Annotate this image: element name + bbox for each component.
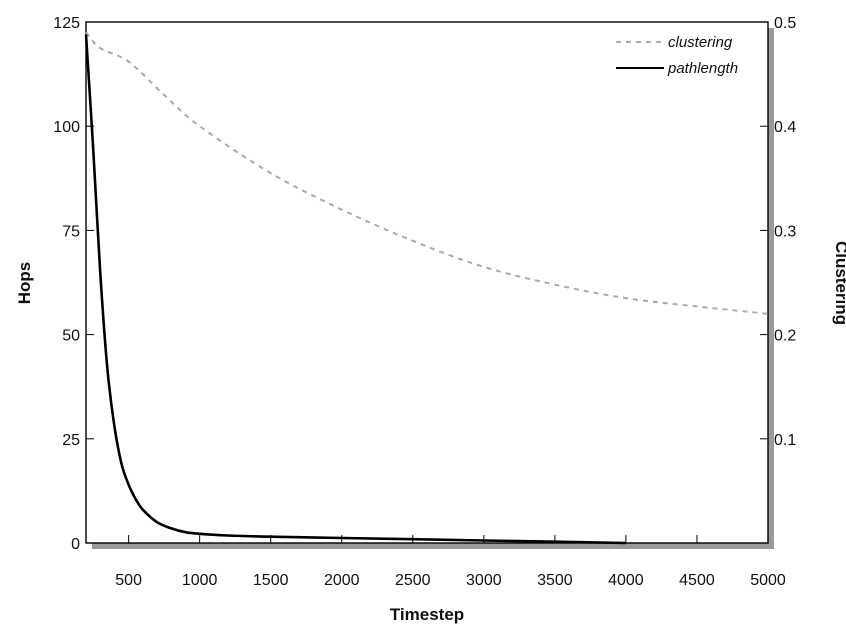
y-right-tick-label: 0.5 (774, 15, 796, 32)
y-left-tick-label: 50 (62, 328, 80, 345)
legend-label-pathlength: pathlength (667, 60, 738, 77)
y-right-tick-label: 0.3 (774, 223, 796, 240)
x-tick-label: 3000 (466, 572, 502, 589)
y-left-tick-label: 100 (53, 119, 80, 136)
y-right-tick-label: 0.2 (774, 328, 796, 345)
y-left-tick-label: 0 (71, 536, 80, 553)
x-tick-label: 1500 (253, 572, 289, 589)
y-left-tick-label: 25 (62, 432, 80, 449)
y-right-tick-label: 0.4 (774, 119, 796, 136)
y-axis-left: 0 25 50 75 100 125 (53, 15, 94, 553)
x-tick-label: 2000 (324, 572, 360, 589)
x-tick-label: 1000 (182, 572, 218, 589)
plot-frame (85, 21, 774, 549)
y-axis-right-title: Clustering (832, 241, 846, 325)
legend-label-clustering: clustering (668, 34, 733, 51)
x-tick-label: 4000 (608, 572, 644, 589)
x-axis-title: Timestep (390, 605, 464, 624)
x-tick-label: 3500 (537, 572, 573, 589)
y-left-tick-label: 75 (62, 223, 80, 240)
x-tick-label: 4500 (679, 572, 715, 589)
series-line-clustering (85, 31, 769, 315)
x-tick-label: 500 (115, 572, 142, 589)
x-tick-label: 2500 (395, 572, 431, 589)
legend: clustering pathlength (616, 34, 738, 77)
x-tick-label: 5000 (750, 572, 786, 589)
plot-area (85, 21, 769, 544)
y-left-tick-label: 125 (53, 15, 80, 32)
x-axis: 500 1000 1500 2000 2500 3000 3500 4000 4500 5000 (115, 535, 786, 589)
y-axis-left-title: Hops (15, 262, 34, 305)
y-axis-right: 0.1 0.2 0.3 0.4 0.5 (760, 15, 796, 449)
y-right-tick-label: 0.1 (774, 432, 796, 449)
